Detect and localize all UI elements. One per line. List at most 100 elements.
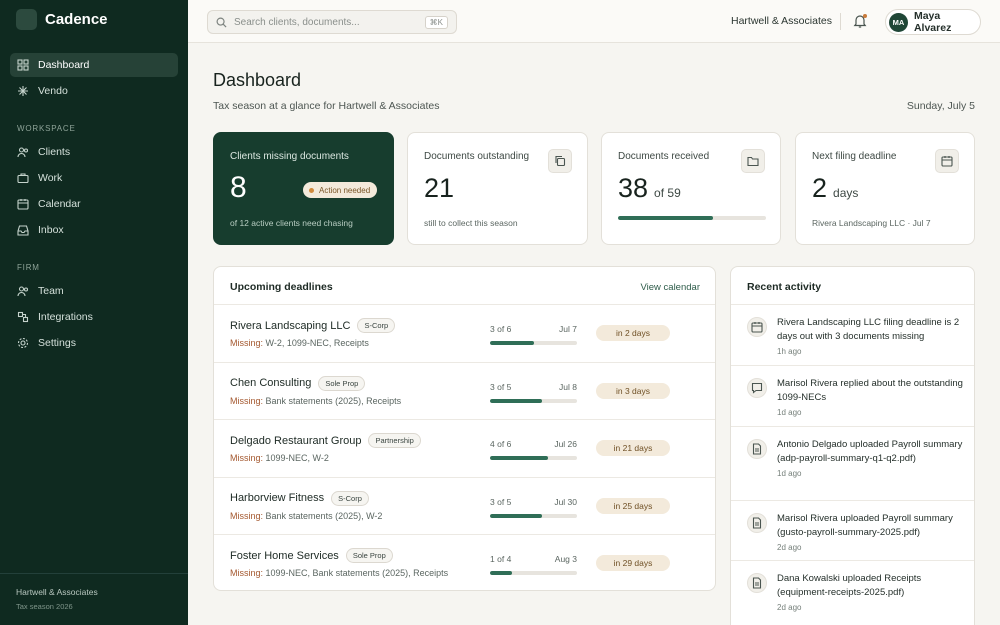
progress-fill [490, 341, 534, 345]
nav-item[interactable]: Work [10, 166, 178, 190]
required-count: 6 [506, 439, 512, 449]
progress-track [490, 571, 577, 575]
stat-value: 8 [230, 171, 247, 205]
progress-track [490, 513, 577, 518]
client: Harborview Fitness S-Corp [230, 490, 369, 506]
section-heading: FIRM [17, 263, 40, 272]
search-box[interactable]: Search clients, documents... ⌘K [207, 10, 457, 34]
icon [941, 155, 953, 167]
missing-docs: W-2, 1099-NEC, Receipts [265, 338, 369, 348]
search-placeholder: Search clients, documents... [234, 16, 360, 28]
doc-progress: 1 of 4 Aug 3 [490, 554, 577, 575]
stat-card[interactable]: Documents outstanding 21 still to collect … [407, 132, 588, 245]
topbar: Search clients, documents... ⌘K Hartwell… [188, 0, 1000, 43]
page-subtitle: Tax season at a glance for Hartwell & As… [213, 100, 440, 112]
view-calendar-link[interactable]: View calendar [640, 282, 700, 293]
stat-value: 21 [424, 173, 454, 204]
countdown: in 2 days [596, 325, 670, 341]
activity-item[interactable]: Antonio Delgado uploaded Payroll summary… [731, 426, 974, 500]
required-count: 4 [506, 554, 512, 564]
activity-time: 2d ago [777, 603, 802, 612]
icon [17, 337, 29, 349]
received-count: 3 [490, 324, 495, 334]
stat-note: Rivera Landscaping LLC · Jul 7 [812, 218, 931, 228]
activity-text: Marisol Rivera uploaded Payroll summary … [777, 513, 953, 538]
doc-progress: 3 of 6 Jul 7 [490, 324, 577, 345]
nav-item[interactable]: Vendo [10, 79, 178, 103]
nav-item[interactable]: Integrations [10, 305, 178, 329]
stat-note: still to collect this season [424, 218, 518, 228]
due-date: Jul 30 [554, 496, 577, 507]
stat-connector: of [654, 186, 665, 200]
nav-item[interactable]: Settings [10, 331, 178, 355]
entity-tag: S-Corp [357, 318, 396, 333]
activity-item[interactable]: Dana Kowalski uploaded Receipts (equipme… [731, 560, 974, 625]
deadline-row[interactable]: Rivera Landscaping LLC S-Corp Missing: W-2… [214, 304, 715, 362]
bell-icon[interactable] [853, 13, 868, 29]
icon-glyph [747, 156, 759, 167]
stat-unit: days [833, 186, 859, 200]
activity-icon [747, 439, 767, 459]
nav-item[interactable]: Team [10, 279, 178, 303]
icon-glyph [752, 443, 762, 455]
icon [17, 85, 29, 97]
deadline-row[interactable]: Foster Home Services Sole Prop Missing: 10… [214, 534, 715, 590]
activity-time: 1d ago [777, 408, 802, 417]
nav-label: Vendo [38, 85, 68, 97]
progress-fill [490, 571, 512, 575]
progress-connector: of [497, 439, 505, 449]
footer-season: Tax season 2026 [16, 602, 73, 611]
activity-text: Dana Kowalski uploaded Receipts (equipme… [777, 573, 922, 598]
progress-fill [490, 398, 543, 403]
footer-org: Hartwell & Associates [16, 587, 98, 597]
stat-label: Documents received [618, 151, 710, 162]
nav-item[interactable]: Calendar [10, 192, 178, 216]
icon-glyph [17, 337, 29, 349]
activity-body: Rivera Landscaping LLC filing deadline i… [777, 316, 965, 359]
icon [17, 146, 29, 158]
icon-glyph [17, 173, 29, 184]
icon-glyph [17, 147, 29, 158]
icon [17, 311, 29, 323]
stat-card[interactable]: Next filing deadline 2 days Rivera Landscap… [795, 132, 975, 245]
doc-progress: 3 of 5 Jul 30 [490, 497, 577, 518]
deadline-row[interactable]: Harborview Fitness S-Corp Missing: Bank st… [214, 476, 715, 535]
icon [751, 382, 763, 394]
activity-text: Antonio Delgado uploaded Payroll summary… [777, 439, 963, 464]
icon-glyph [17, 311, 29, 323]
activity-text: Marisol Rivera replied about the outstan… [777, 378, 963, 403]
org-name[interactable]: Hartwell & Associates [731, 15, 832, 27]
nav-label: Integrations [38, 311, 93, 323]
nav-item[interactable]: Inbox [10, 218, 178, 242]
nav-label: Clients [38, 146, 71, 158]
icon [17, 59, 29, 71]
countdown: in 3 days [596, 382, 670, 399]
progress-connector: of [497, 496, 505, 507]
brand[interactable]: Cadence [16, 8, 108, 30]
stat-number: 21 [424, 173, 455, 203]
missing-docs: Bank statements (2025), Receipts [265, 395, 402, 406]
deadline-row[interactable]: Delgado Restaurant Group Partnership Missi… [214, 419, 715, 477]
deadline-row[interactable]: Chen Consulting Sole Prop Missing: Bank st… [214, 361, 715, 420]
status-badge: Action needed [303, 182, 378, 198]
activity-item[interactable]: Marisol Rivera replied about the outstan… [731, 365, 974, 426]
brand-name: Cadence [45, 10, 108, 28]
icon-glyph [751, 322, 763, 333]
user-menu[interactable]: MA Maya Alvarez [885, 9, 981, 35]
icon-glyph [751, 382, 763, 394]
activity-icon [747, 378, 767, 398]
stat-label: Clients missing documents [230, 151, 349, 162]
progress-connector: of [497, 554, 505, 564]
icon-glyph [941, 156, 953, 167]
stat-card[interactable]: Clients missing documents 8 Action needed o… [213, 132, 394, 245]
activity-item[interactable]: Rivera Landscaping LLC filing deadline i… [731, 304, 974, 365]
activity-item[interactable]: Marisol Rivera uploaded Payroll summary … [731, 500, 974, 560]
logo [16, 8, 37, 30]
nav-item[interactable]: Dashboard [10, 53, 178, 77]
client-name: Foster Home Services [230, 549, 339, 562]
stat-card[interactable]: Documents received 38 of 59 [601, 132, 781, 245]
client: Rivera Landscaping LLC S-Corp [230, 318, 396, 333]
icon-glyph [752, 517, 762, 529]
nav-item[interactable]: Clients [10, 140, 178, 164]
